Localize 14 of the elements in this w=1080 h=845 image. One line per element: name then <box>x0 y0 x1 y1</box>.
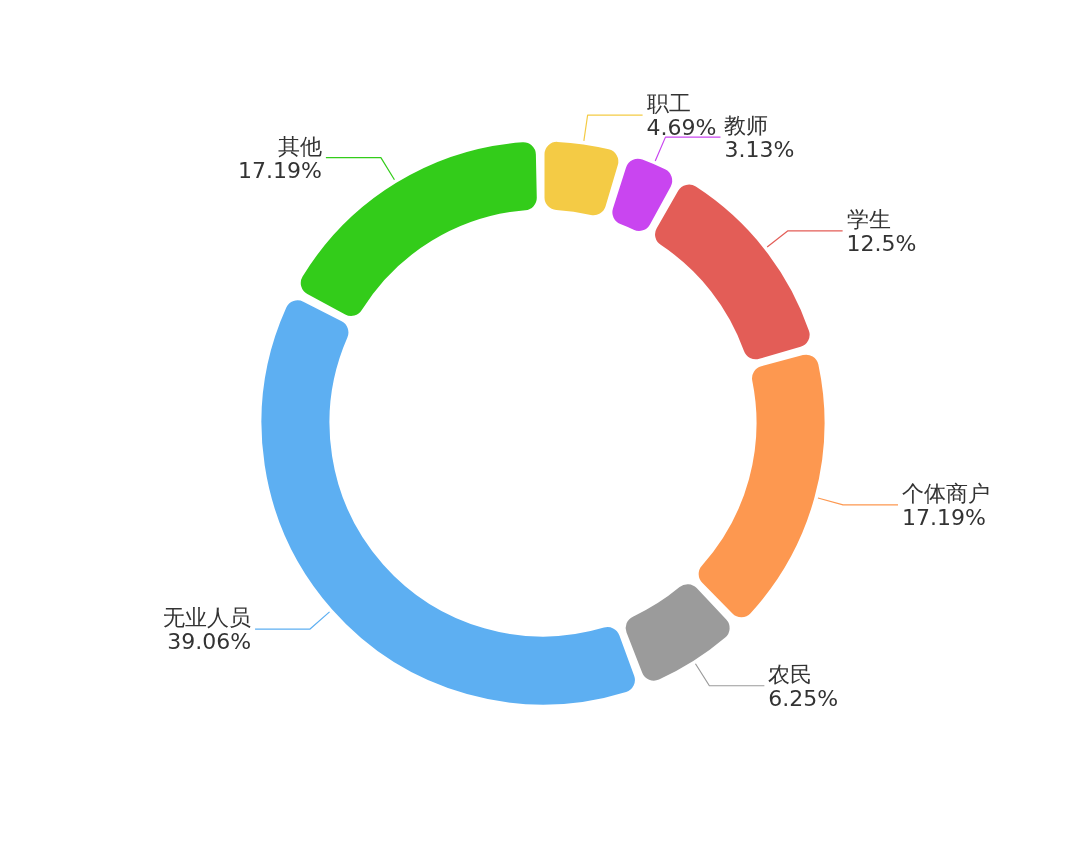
data-label: 6.25% <box>768 685 839 711</box>
data-label: 4.69% <box>646 115 717 141</box>
slice-label: 个体商户 <box>902 480 991 506</box>
slice-label: 无业人员 <box>163 605 252 631</box>
slice-label: 学生 <box>846 206 891 232</box>
slice-label: 职工 <box>646 91 691 117</box>
data-label: 12.5% <box>846 230 917 256</box>
slice-label: 其他 <box>277 133 322 159</box>
slice-label: 教师 <box>724 113 769 139</box>
slice-label: 农民 <box>768 661 813 687</box>
data-label: 17.19% <box>902 504 986 530</box>
data-label: 17.19% <box>238 157 322 183</box>
data-label: 39.06% <box>167 629 252 655</box>
data-label: 3.13% <box>724 137 795 163</box>
